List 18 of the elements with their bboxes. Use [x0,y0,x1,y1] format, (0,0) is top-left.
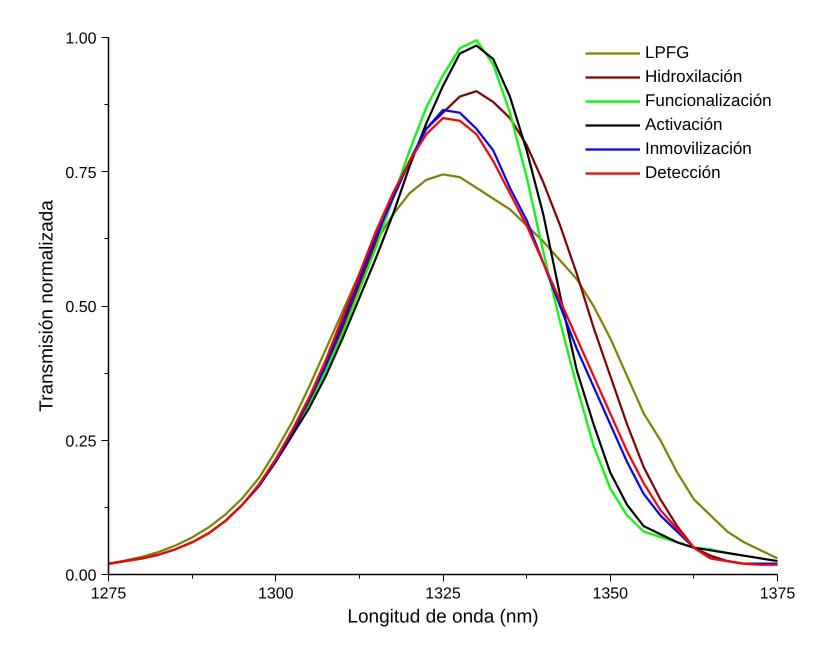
legend-label: Activación [645,114,722,136]
x-axis-title: Longitud de onda (nm) [347,606,539,628]
y-axis-title: Transmisión normalizada [36,200,58,412]
y-tick-label: 1.00 [65,30,97,48]
x-tick-label: 1275 [90,586,126,602]
y-tick-label: 0.50 [65,299,97,316]
x-tick-label: 1325 [425,586,461,602]
legend-label: LPFG [645,42,690,64]
legend-label: Detección [645,162,721,184]
x-tick-label: 1375 [760,586,796,602]
legend-label: Inmovilización [645,138,752,160]
y-tick-label: 0.25 [65,433,97,450]
y-tick-label: 0.75 [65,164,97,182]
x-tick-label: 1300 [258,586,294,602]
x-tick-label: 1350 [592,586,628,602]
legend-label: Funcionalización [645,90,772,112]
legend-label: Hidroxilación [645,66,742,88]
y-tick-label: 0.00 [65,568,97,584]
